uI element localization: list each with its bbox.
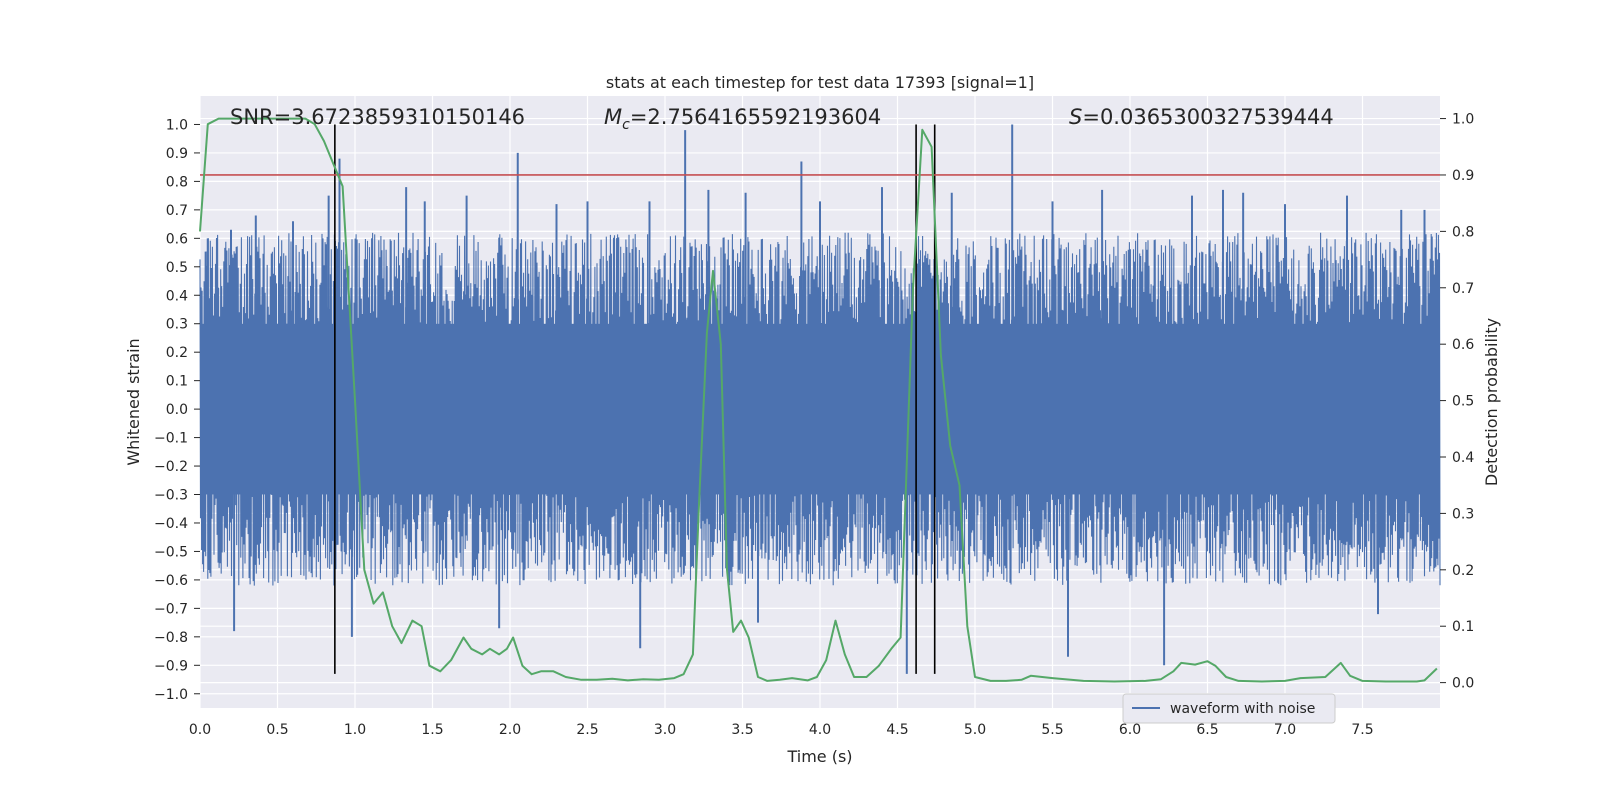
y-right-tick-label: 0.9 xyxy=(1452,168,1474,184)
y-tick-label: −0.7 xyxy=(154,601,188,617)
y-tick-label: −0.6 xyxy=(154,573,188,589)
y-right-tick-label: 0.4 xyxy=(1452,450,1474,466)
annotation-s-symbol: S xyxy=(1069,105,1082,129)
series-detection-probability xyxy=(199,117,1438,683)
ticks: 0.0 0.5 1.0 1.5 2.0 2.5 3.0 3.5 4.0 4.5 5.0 5.5 6.0 6… xyxy=(154,112,1474,738)
x-tick-label: 7.0 xyxy=(1274,722,1296,738)
legend-label-waveform-with-noise: waveform with noise xyxy=(1170,701,1315,717)
y-right-tick-label: 0.6 xyxy=(1452,337,1474,353)
waveform-spikes xyxy=(206,124,1426,674)
x-tick-label: 7.5 xyxy=(1351,722,1373,738)
y-tick-label: 0.0 xyxy=(166,402,188,418)
x-tick-label: 0.5 xyxy=(266,722,288,738)
y-axis-label: Whitened strain xyxy=(124,338,143,465)
annotation-mc: Mc=2.7564165592193604 xyxy=(604,105,881,133)
y-tick-label: 0.6 xyxy=(166,231,188,247)
x-axis-label: Time (s) xyxy=(786,747,852,766)
x-tick-label: 3.5 xyxy=(731,722,753,738)
annotation-s-value: =0.0365300327539444 xyxy=(1082,105,1333,129)
y-tick-label: 1.0 xyxy=(166,117,188,133)
y-right-tick-label: 0.2 xyxy=(1452,563,1474,579)
y-tick-label: 0.5 xyxy=(166,260,188,276)
x-tick-label: 5.5 xyxy=(1041,722,1063,738)
x-tick-label: 2.5 xyxy=(576,722,598,738)
y-tick-label: 0.3 xyxy=(166,317,188,333)
y-right-tick-label: 0.5 xyxy=(1452,394,1474,410)
annotation-mc-subscript: c xyxy=(622,117,630,133)
annotation-snr: SNR=3.6723859310150146 xyxy=(230,105,525,129)
y-tick-label: −0.9 xyxy=(154,658,188,674)
y-tick-label: 0.2 xyxy=(166,345,188,361)
x-tick-label: 6.5 xyxy=(1196,722,1218,738)
x-tick-label: 6.0 xyxy=(1119,722,1141,738)
y-tick-label: 0.4 xyxy=(166,288,188,304)
y-tick-label: 0.1 xyxy=(166,374,188,390)
x-tick-label: 1.0 xyxy=(344,722,366,738)
y-tick-label: −0.8 xyxy=(154,630,188,646)
y-tick-label: 0.9 xyxy=(166,146,188,162)
x-tick-label: 2.0 xyxy=(499,722,521,738)
y-tick-label: 0.7 xyxy=(166,203,188,219)
detection-probability-line xyxy=(199,117,1438,683)
x-tick-label: 0.0 xyxy=(189,722,211,738)
y-tick-label: −0.4 xyxy=(154,516,188,532)
y-right-tick-label: 0.8 xyxy=(1452,224,1474,240)
annotation-s: S=0.0365300327539444 xyxy=(1069,105,1334,129)
y-tick-label: −0.1 xyxy=(154,431,188,447)
x-tick-label: 4.0 xyxy=(809,722,831,738)
legend: waveform with noise xyxy=(1122,693,1336,724)
y-axis-right-label: Detection probability xyxy=(1482,318,1501,486)
x-tick-label: 3.0 xyxy=(654,722,676,738)
y-tick-label: −0.2 xyxy=(154,459,188,475)
annotation-mc-value: =2.7564165592193604 xyxy=(630,105,881,129)
y-tick-label: −0.5 xyxy=(154,544,188,560)
x-tick-label: 5.0 xyxy=(964,722,986,738)
annotation-snr-name: SNR xyxy=(230,105,274,129)
y-tick-label: −0.3 xyxy=(154,488,188,504)
legend-box xyxy=(1122,693,1336,724)
y-right-tick-label: 0.1 xyxy=(1452,619,1474,635)
y-right-tick-label: 0.0 xyxy=(1452,676,1474,692)
y-tick-label: 0.8 xyxy=(166,174,188,190)
x-tick-label: 4.5 xyxy=(886,722,908,738)
annotation-mc-symbol: M xyxy=(604,105,622,129)
chart-title: stats at each timestep for test data 173… xyxy=(606,73,1034,92)
y-right-tick-label: 0.7 xyxy=(1452,281,1474,297)
y-right-tick-label: 1.0 xyxy=(1452,112,1474,128)
annotation-snr-value: =3.6723859310150146 xyxy=(274,105,525,129)
y-tick-label: −1.0 xyxy=(154,687,188,703)
x-tick-label: 1.5 xyxy=(421,722,443,738)
y-right-tick-label: 0.3 xyxy=(1452,506,1474,522)
